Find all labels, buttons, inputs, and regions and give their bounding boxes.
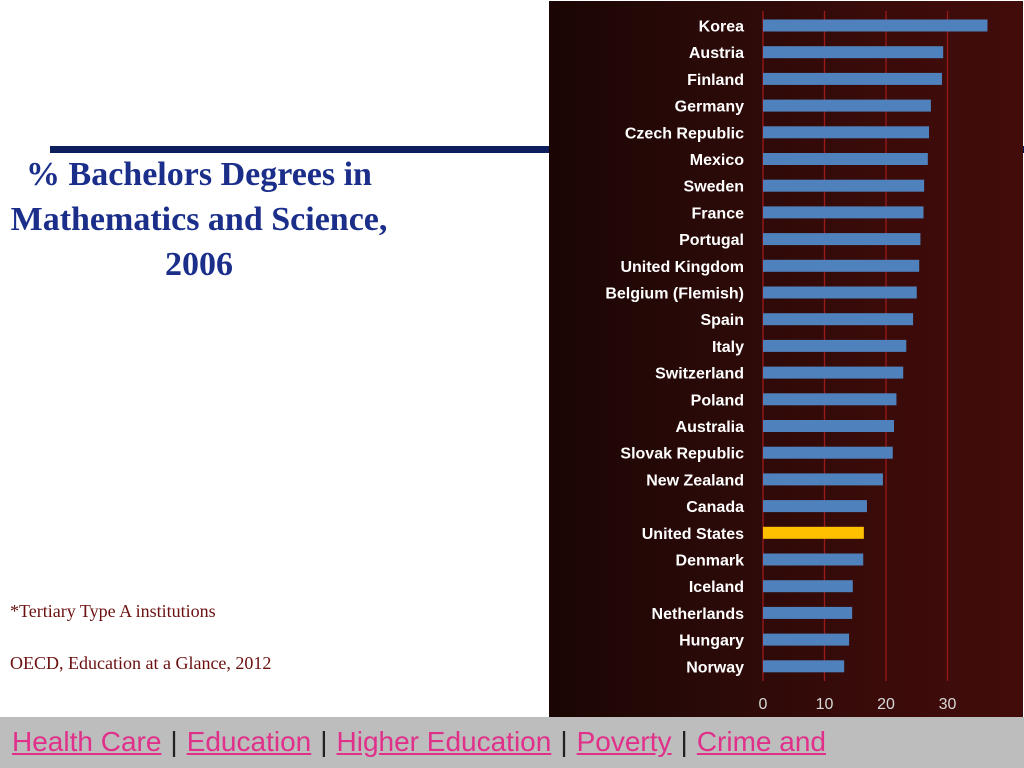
category-label: Portugal — [679, 232, 744, 249]
bar-slovak-republic — [763, 446, 893, 459]
bar-poland — [763, 393, 897, 406]
link-separator: | — [320, 726, 328, 757]
nav-link-education[interactable]: Education — [186, 726, 312, 757]
bar-united-kingdom — [763, 259, 920, 272]
title-rule — [50, 146, 1024, 153]
category-label: Spain — [700, 312, 744, 329]
source-citation: OECD, Education at a Glance, 2012 — [10, 653, 272, 673]
category-label: Poland — [691, 392, 744, 409]
category-label: Hungary — [679, 633, 744, 650]
category-label: Norway — [686, 659, 744, 676]
bar-czech-republic — [763, 126, 930, 139]
bar-italy — [763, 339, 907, 352]
category-label: Mexico — [690, 152, 744, 169]
bar-denmark — [763, 553, 864, 566]
category-label: Finland — [687, 72, 744, 89]
bar-mexico — [763, 153, 928, 165]
category-label: Denmark — [676, 553, 745, 570]
x-tick-label: 20 — [877, 696, 895, 713]
bar-norway — [763, 660, 845, 673]
category-label: United States — [642, 526, 744, 543]
bar-austria — [763, 46, 944, 59]
x-tick-label: 10 — [816, 696, 834, 713]
footnote: *Tertiary Type A institutions — [10, 601, 216, 621]
bar-australia — [763, 420, 894, 432]
category-label: Switzerland — [655, 366, 744, 383]
bar-portugal — [763, 233, 921, 246]
category-label: France — [692, 205, 745, 222]
bar-canada — [763, 500, 867, 513]
slide-title: % Bachelors Degrees in Mathematics and S… — [10, 156, 388, 283]
category-label: New Zealand — [646, 472, 744, 489]
bar-finland — [763, 72, 942, 85]
nav-link-health-care[interactable]: Health Care — [12, 726, 162, 757]
category-label: Netherlands — [652, 606, 745, 623]
bar-united-states — [763, 526, 864, 539]
bar-hungary — [763, 633, 850, 646]
x-tick-label: 30 — [939, 696, 957, 713]
bar-netherlands — [763, 606, 853, 619]
category-label: Belgium (Flemish) — [605, 286, 744, 303]
bar-iceland — [763, 580, 853, 593]
category-label: Canada — [686, 499, 744, 516]
category-label: Austria — [689, 45, 744, 62]
category-label: Germany — [675, 99, 744, 116]
category-label: Sweden — [684, 179, 744, 196]
category-label: Korea — [699, 19, 744, 36]
link-separator: | — [560, 726, 568, 757]
nav-link-crime-and[interactable]: Crime and — [696, 726, 826, 757]
bar-korea — [763, 19, 988, 32]
bar-france — [763, 206, 924, 219]
category-label: Italy — [712, 339, 744, 356]
category-label: Czech Republic — [625, 125, 744, 142]
link-separator: | — [170, 726, 178, 757]
bar-belgium-flemish- — [763, 286, 917, 299]
bar-new-zealand — [763, 473, 883, 486]
chart-panel: Korea Austria Finland Germany Czech Republic… — [549, 1, 1023, 717]
footer-links: Health Care | Education | Higher Education | P… — [12, 726, 826, 758]
bar-chart: Korea Austria Finland Germany Czech Republic… — [605, 11, 988, 713]
nav-link-poverty[interactable]: Poverty — [576, 726, 672, 757]
bar-switzerland — [763, 366, 904, 379]
category-label: United Kingdom — [620, 259, 744, 276]
footer-nav-bar: Health Care | Education | Higher Education | P… — [0, 717, 1024, 768]
category-label: Australia — [676, 419, 745, 436]
link-separator: | — [680, 726, 688, 757]
category-label: Slovak Republic — [620, 446, 744, 463]
nav-link-higher-education[interactable]: Higher Education — [336, 726, 552, 757]
category-label: Iceland — [689, 579, 744, 596]
bar-sweden — [763, 179, 925, 192]
x-tick-label: 0 — [759, 696, 768, 713]
bar-spain — [763, 313, 914, 326]
bar-germany — [763, 99, 931, 112]
